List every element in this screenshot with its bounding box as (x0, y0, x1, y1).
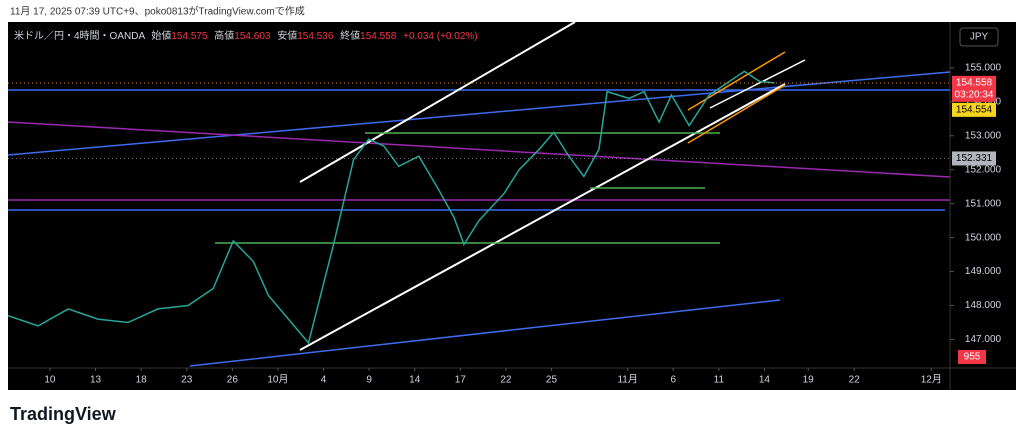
x-tick-label: 4 (321, 375, 327, 386)
volume-tag (958, 350, 986, 364)
x-tick-label: 14 (409, 375, 421, 386)
price-tag-label: 154.554 (956, 104, 993, 115)
countdown: 03:20:34 (955, 89, 994, 100)
trend-line (189, 299, 781, 367)
y-tick-label: 148.000 (965, 300, 1002, 311)
currency-button[interactable] (959, 27, 999, 47)
price-line (7, 70, 775, 345)
x-tick-label: 12月 (921, 374, 942, 386)
volume-label: 955 (964, 352, 981, 363)
x-tick-label: 13 (90, 375, 102, 386)
legend-value: 154.575 (171, 31, 208, 42)
price-tag (952, 151, 996, 166)
currency[interactable]: JPY (970, 32, 989, 43)
y-tick-label: 147.000 (965, 334, 1002, 345)
y-tick-label: 149.000 (965, 266, 1002, 277)
x-tick-label: 10月 (267, 374, 288, 386)
x-tick-label: 23 (181, 375, 193, 386)
legend-value: 154.603 (234, 31, 271, 42)
x-tick-label: 14 (759, 375, 771, 386)
x-tick-label: 10 (44, 375, 56, 386)
y-tick-label: 151.000 (965, 198, 1002, 209)
y-tick-label: 153.000 (965, 130, 1002, 141)
x-tick-label: 17 (455, 375, 467, 386)
x-tick-label: 25 (546, 375, 558, 386)
x-tick-label: 22 (849, 375, 861, 386)
x-tick-label: 11 (714, 375, 725, 386)
legend-label: 始値 (151, 29, 171, 42)
brand: TradingView (10, 404, 117, 424)
y-tick-label: 155.000 (965, 62, 1002, 73)
legend-label: 高値 (214, 29, 234, 42)
drawings (7, 21, 951, 367)
legend-change: +0.034 (+0.02%) (403, 31, 478, 42)
price-tag-label: 154.558 (956, 77, 993, 88)
y-tick-label: 150.000 (965, 232, 1002, 243)
y-tick-label: 154.000 (965, 96, 1002, 107)
x-tick-label: 11月 (617, 374, 637, 386)
price-tag-label: 152.331 (956, 153, 993, 164)
price-tag (952, 75, 996, 102)
legend: 米ドル／円・4時間・OANDA 始値154.575 高値154.603 安値15… (14, 29, 478, 42)
x-tick-label: 26 (227, 375, 239, 386)
channel-line (299, 21, 576, 183)
header: 11月 17, 2025 07:39 UTC+9、poko0813がTradin… (10, 5, 305, 18)
chart-panel (8, 22, 1016, 390)
legend-label: 安値 (277, 29, 297, 42)
x-tick-label: 18 (136, 375, 148, 386)
y-tick-label: 152.000 (965, 164, 1002, 175)
x-tick-label: 6 (670, 375, 676, 386)
x-tick-label: 9 (366, 375, 372, 386)
legend-symbol: 米ドル／円・4時間・OANDA (14, 29, 145, 42)
channel-line (687, 51, 786, 111)
channel-line (299, 83, 786, 351)
x-tick-label: 19 (803, 375, 815, 386)
channel-line (709, 59, 806, 109)
legend-value: 154.536 (297, 31, 334, 42)
x-tick-label: 22 (500, 375, 512, 386)
trend-line (7, 71, 951, 156)
price-tag (952, 102, 996, 117)
trend-line (7, 121, 951, 178)
legend-label: 終値 (340, 29, 360, 42)
channel-line (687, 84, 786, 144)
legend-value: 154.558 (360, 31, 397, 42)
